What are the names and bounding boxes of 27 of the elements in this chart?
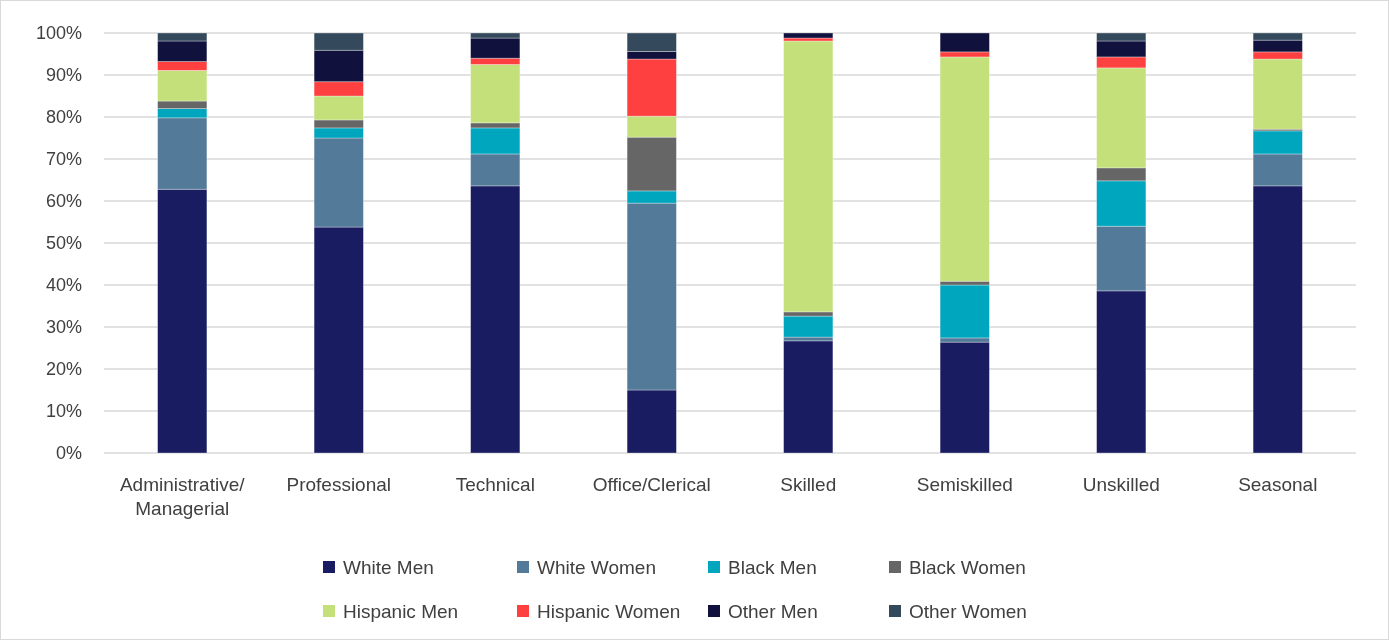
x-tick-label: Professional <box>286 474 392 495</box>
legend-label: Hispanic Men <box>343 600 459 622</box>
y-tick-label: 10% <box>45 401 82 421</box>
legend-label: Black Men <box>728 556 817 578</box>
x-tick-label: Technical <box>455 474 535 495</box>
y-tick-label: 90% <box>45 65 82 85</box>
y-tick-label: 40% <box>45 275 82 295</box>
x-tick-label: Office/Clerical <box>592 474 711 495</box>
x-tick-label: Administrative/ Managerial <box>119 474 246 519</box>
y-tick-label: 30% <box>45 317 82 337</box>
y-tick-label: 60% <box>45 191 82 211</box>
legend-label: Hispanic Women <box>537 600 681 622</box>
x-tick-label: Unskilled <box>1082 474 1160 495</box>
legend-label: Other Women <box>909 600 1027 622</box>
x-tick-label: Skilled <box>780 474 837 495</box>
legend-label: White Women <box>537 556 656 578</box>
y-tick-label: 20% <box>45 359 82 379</box>
legend-label: White Men <box>343 556 434 578</box>
legend-label: Other Men <box>728 600 818 622</box>
y-tick-label: 0% <box>55 443 82 463</box>
y-tick-label: 100% <box>35 23 82 43</box>
y-tick-label: 70% <box>45 149 82 169</box>
y-tick-label: 50% <box>45 233 82 253</box>
y-tick-label: 80% <box>45 107 82 127</box>
legend-label: Black Women <box>909 556 1026 578</box>
x-tick-label: Semiskilled <box>916 474 1013 495</box>
x-tick-label: Seasonal <box>1238 474 1318 495</box>
